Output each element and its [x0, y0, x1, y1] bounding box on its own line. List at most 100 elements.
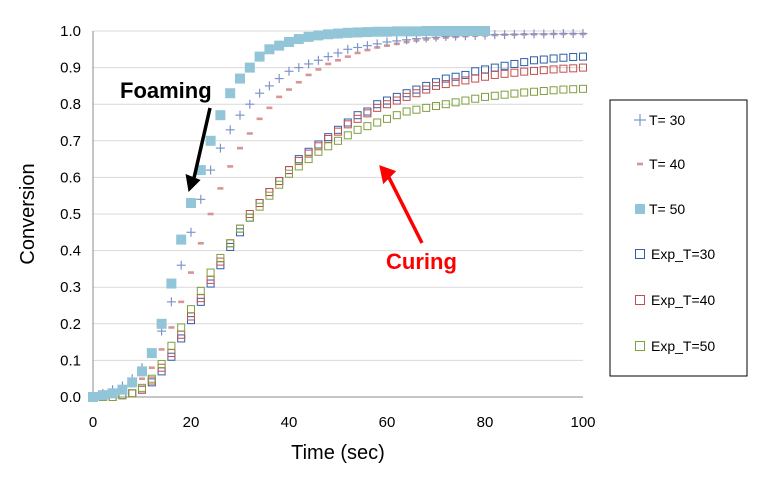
- data-point: [383, 114, 391, 123]
- open-square-shape: [138, 385, 146, 394]
- open-square-shape: [324, 142, 333, 151]
- data-point: [451, 98, 460, 107]
- filled-square-shape: [205, 135, 216, 146]
- dash-shape: [315, 68, 322, 71]
- data-point: [549, 65, 558, 74]
- data-point: [216, 253, 225, 262]
- filled-square-shape: [635, 204, 645, 214]
- data-point: [352, 27, 363, 38]
- data-point: [519, 29, 529, 39]
- data-point: [285, 169, 293, 178]
- data-point: [138, 385, 146, 394]
- data-point: [343, 120, 352, 129]
- dash-shape: [354, 51, 361, 55]
- open-square-shape: [432, 81, 440, 90]
- filled-square-shape: [107, 388, 118, 399]
- data-point: [266, 106, 273, 110]
- open-square-shape: [177, 323, 186, 332]
- data-point: [568, 29, 578, 39]
- x-tick-label: 0: [89, 414, 97, 431]
- data-point: [284, 36, 294, 47]
- filled-square-shape: [244, 62, 255, 73]
- filled-square-shape: [411, 26, 422, 37]
- open-square-shape: [520, 58, 529, 67]
- open-square-shape: [539, 87, 548, 96]
- dash-shape: [305, 73, 312, 77]
- filled-square-shape: [431, 26, 441, 36]
- open-square-shape: [500, 90, 509, 99]
- y-tick-label: 0.6: [60, 169, 81, 186]
- data-point: [440, 26, 451, 36]
- dash-shape: [237, 146, 243, 150]
- open-square-shape: [373, 118, 382, 127]
- data-point: [168, 326, 175, 329]
- data-point: [549, 54, 558, 63]
- data-point: [579, 52, 587, 61]
- data-point: [333, 48, 343, 58]
- data-point: [530, 66, 538, 75]
- open-square-shape: [363, 109, 372, 118]
- y-tick-label: 0.0: [60, 389, 81, 406]
- open-square-shape: [500, 61, 509, 70]
- data-point: [411, 26, 422, 37]
- data-point: [226, 239, 235, 248]
- data-point: [237, 146, 243, 150]
- open-square-shape: [196, 286, 205, 295]
- open-square-shape: [481, 72, 489, 81]
- data-point: [294, 63, 304, 73]
- filled-square-shape: [176, 234, 187, 245]
- filled-square-shape: [362, 27, 373, 38]
- open-square-shape: [461, 70, 470, 79]
- legend-item: Exp_T=40: [635, 292, 715, 308]
- open-square-shape: [500, 69, 509, 78]
- open-square-shape: [343, 131, 352, 140]
- data-point: [460, 26, 471, 36]
- open-square-shape: [334, 127, 342, 136]
- data-point: [480, 26, 490, 36]
- open-square-shape: [314, 142, 323, 151]
- open-square-shape: [510, 89, 519, 98]
- open-square-shape: [383, 100, 391, 109]
- series-t-50: [88, 26, 490, 402]
- data-point: [246, 132, 253, 135]
- data-point: [343, 131, 352, 140]
- legend-marker: [635, 295, 645, 305]
- data-point: [392, 96, 401, 105]
- open-square-shape: [353, 114, 362, 123]
- data-point: [177, 323, 186, 332]
- filled-square-shape: [284, 36, 294, 47]
- data-point: [520, 88, 529, 97]
- data-point: [490, 70, 499, 79]
- data-point: [373, 118, 382, 127]
- dash-shape: [188, 271, 194, 274]
- data-point: [294, 155, 303, 164]
- open-square-shape: [510, 59, 519, 68]
- data-point: [314, 142, 323, 151]
- filled-square-shape: [401, 26, 412, 37]
- data-point: [334, 127, 342, 136]
- data-point: [450, 26, 461, 36]
- dash-shape: [227, 165, 234, 168]
- dash-shape: [637, 162, 643, 166]
- data-point: [363, 107, 372, 116]
- data-point: [500, 30, 510, 40]
- data-point: [206, 268, 215, 277]
- open-square-shape: [549, 86, 558, 95]
- data-point: [422, 85, 431, 94]
- data-point: [441, 80, 450, 89]
- open-square-shape: [635, 295, 645, 305]
- data-point: [176, 260, 186, 270]
- data-point: [146, 348, 157, 359]
- filled-square-shape: [333, 28, 343, 39]
- data-point: [255, 202, 264, 211]
- data-point: [422, 103, 431, 112]
- filled-square-shape: [440, 26, 451, 36]
- dash-shape: [344, 55, 351, 58]
- data-point: [147, 374, 156, 383]
- dash-shape: [286, 88, 292, 91]
- data-point: [314, 140, 323, 149]
- foaming-label: Foaming: [120, 78, 212, 103]
- data-point: [353, 125, 362, 134]
- open-square-shape: [402, 92, 411, 101]
